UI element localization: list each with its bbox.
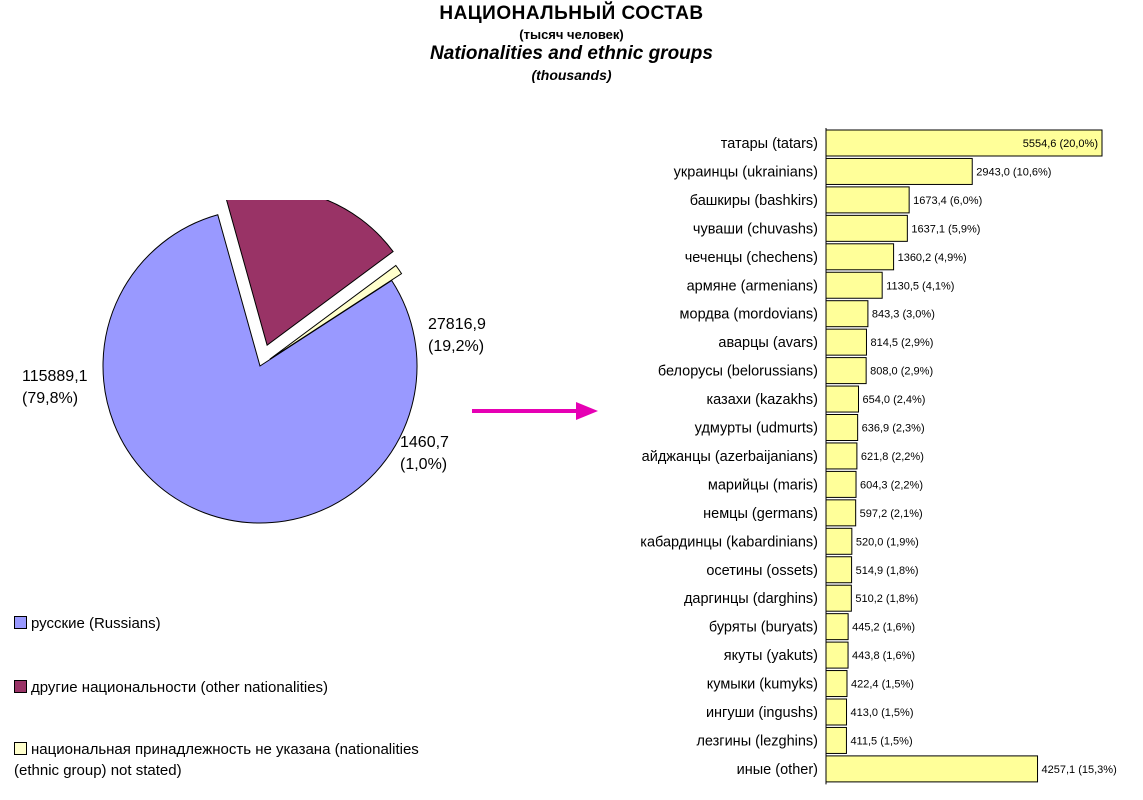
category-label-2: башкиры (bashkirs) bbox=[690, 193, 818, 209]
bar-12 bbox=[825, 470, 857, 498]
data-label-9: 654,0 (2,4%) bbox=[862, 394, 925, 406]
bar-11 bbox=[825, 442, 858, 470]
pie-label-other: 27816,9 (19,2%) bbox=[428, 314, 486, 358]
pie-pct-not-stated: (1,0%) bbox=[400, 456, 448, 473]
bar-16 bbox=[825, 584, 852, 612]
data-label-3: 1637,1 (5,9%) bbox=[911, 223, 980, 235]
bar-2 bbox=[825, 186, 910, 214]
pie-chart bbox=[102, 200, 418, 524]
category-label-16: даргинцы (darghins) bbox=[684, 591, 818, 607]
category-label-20: ингуши (ingushs) bbox=[706, 705, 818, 721]
data-label-16: 510,2 (1,8%) bbox=[855, 593, 918, 605]
data-label-8: 808,0 (2,9%) bbox=[870, 366, 933, 378]
category-label-12: марийцы (maris) bbox=[708, 477, 818, 493]
category-label-19: кумыки (kumyks) bbox=[707, 677, 818, 693]
bar-20 bbox=[825, 698, 848, 726]
pie-value-other: 27816,9 bbox=[428, 316, 486, 333]
data-label-22: 4257,1 (15,3%) bbox=[1042, 764, 1117, 776]
legend-text-not-stated-2: (ethnic group) not stated) bbox=[14, 762, 182, 779]
data-label-20: 413,0 (1,5%) bbox=[851, 707, 914, 719]
data-label-19: 422,4 (1,5%) bbox=[851, 679, 914, 691]
bar-4 bbox=[825, 243, 895, 271]
category-label-3: чуваши (chuvashs) bbox=[693, 221, 818, 237]
data-label-14: 520,0 (1,9%) bbox=[856, 536, 919, 548]
bar-5 bbox=[825, 271, 883, 299]
bar-15 bbox=[825, 556, 853, 584]
bar-22 bbox=[825, 755, 1039, 783]
category-label-18: якуты (yakuts) bbox=[724, 648, 818, 664]
bar-13 bbox=[825, 499, 857, 527]
pie-value-russians: 115889,1 bbox=[22, 368, 88, 385]
bar-19 bbox=[825, 670, 848, 698]
category-label-21: лезгины (lezghins) bbox=[696, 733, 818, 749]
chart-unit-ru: (тысяч человек) bbox=[519, 27, 624, 42]
data-label-0: 5554,6 (20,0%) bbox=[1023, 138, 1098, 150]
category-label-10: удмурты (udmurts) bbox=[695, 421, 818, 437]
legend-swatch-other bbox=[14, 680, 27, 693]
bar-6 bbox=[825, 300, 869, 328]
data-label-5: 1130,5 (4,1%) bbox=[886, 280, 954, 292]
pie-slice-russians bbox=[102, 214, 418, 524]
category-label-22: иные (other) bbox=[737, 762, 818, 778]
pie-label-russians: 115889,1 (79,8%) bbox=[22, 366, 88, 410]
category-label-6: мордва (mordovians) bbox=[680, 307, 818, 323]
pie-slice-not-stated bbox=[269, 264, 403, 360]
data-label-1: 2943,0 (10,6%) bbox=[976, 166, 1051, 178]
legend-item-not-stated: национальная принадлежность не указана (… bbox=[14, 739, 419, 781]
data-label-13: 597,2 (2,1%) bbox=[860, 508, 923, 520]
category-label-5: армяне (armenians) bbox=[687, 278, 818, 294]
chart-unit-en: (thousands) bbox=[531, 67, 612, 83]
category-label-17: буряты (buryats) bbox=[709, 620, 818, 636]
pie-label-not-stated: 1460,7 (1,0%) bbox=[400, 432, 449, 476]
bar-8 bbox=[825, 357, 867, 385]
category-label-1: украинцы (ukrainians) bbox=[674, 164, 818, 180]
category-label-13: немцы (germans) bbox=[703, 506, 818, 522]
pie-pct-other: (19,2%) bbox=[428, 338, 485, 355]
bar-0 bbox=[825, 129, 1103, 157]
legend-text-not-stated-1: национальная принадлежность не указана (… bbox=[31, 741, 419, 758]
data-label-15: 514,9 (1,8%) bbox=[856, 565, 919, 577]
bar-18 bbox=[825, 641, 849, 669]
bar-3 bbox=[825, 214, 908, 242]
category-label-9: казахи (kazakhs) bbox=[706, 392, 818, 408]
bar-9 bbox=[825, 385, 859, 413]
bar-10 bbox=[825, 414, 859, 441]
bar-1 bbox=[825, 157, 973, 185]
data-label-18: 443,8 (1,6%) bbox=[852, 650, 915, 662]
chart-title-en: Nationalities and ethnic groups bbox=[430, 43, 713, 64]
data-label-11: 621,8 (2,2%) bbox=[861, 451, 924, 463]
category-label-11: айджанцы (azerbaijanians) bbox=[642, 449, 818, 465]
data-label-2: 1673,4 (6,0%) bbox=[913, 195, 982, 207]
pie-slice-other bbox=[226, 200, 394, 347]
category-label-7: аварцы (avars) bbox=[718, 335, 818, 351]
bar-14 bbox=[825, 527, 853, 555]
bar-21 bbox=[825, 726, 847, 754]
category-label-14: кабардинцы (kabardinians) bbox=[640, 534, 818, 550]
data-label-12: 604,3 (2,2%) bbox=[860, 479, 923, 491]
pie-value-not-stated: 1460,7 bbox=[400, 434, 449, 451]
bar-7 bbox=[825, 328, 867, 356]
legend-item-russians: русские (Russians) bbox=[14, 613, 161, 634]
arrow-right-icon bbox=[472, 402, 598, 420]
legend-swatch-not-stated bbox=[14, 742, 27, 755]
category-label-15: осетины (ossets) bbox=[706, 563, 818, 579]
legend-text-russians: русские (Russians) bbox=[31, 615, 161, 632]
data-label-4: 1360,2 (4,9%) bbox=[898, 252, 967, 264]
category-label-0: татары (tatars) bbox=[721, 136, 818, 152]
legend-text-other: другие национальности (other nationaliti… bbox=[31, 679, 329, 696]
legend-swatch-russians bbox=[14, 616, 27, 629]
chart-title-ru: НАЦИОНАЛЬНЫЙ СОСТАВ bbox=[439, 3, 704, 24]
data-label-17: 445,2 (1,6%) bbox=[852, 622, 915, 634]
legend-item-other: другие национальности (other nationaliti… bbox=[14, 677, 328, 698]
data-label-10: 636,9 (2,3%) bbox=[862, 423, 925, 435]
category-label-8: белорусы (belorussians) bbox=[658, 364, 818, 380]
data-label-21: 411,5 (1,5%) bbox=[850, 735, 912, 747]
data-label-7: 814,5 (2,9%) bbox=[870, 337, 933, 349]
category-label-4: чеченцы (chechens) bbox=[685, 250, 818, 266]
pie-pct-russians: (79,8%) bbox=[22, 390, 79, 407]
data-label-6: 843,3 (3,0%) bbox=[872, 309, 935, 321]
bar-17 bbox=[825, 613, 849, 641]
